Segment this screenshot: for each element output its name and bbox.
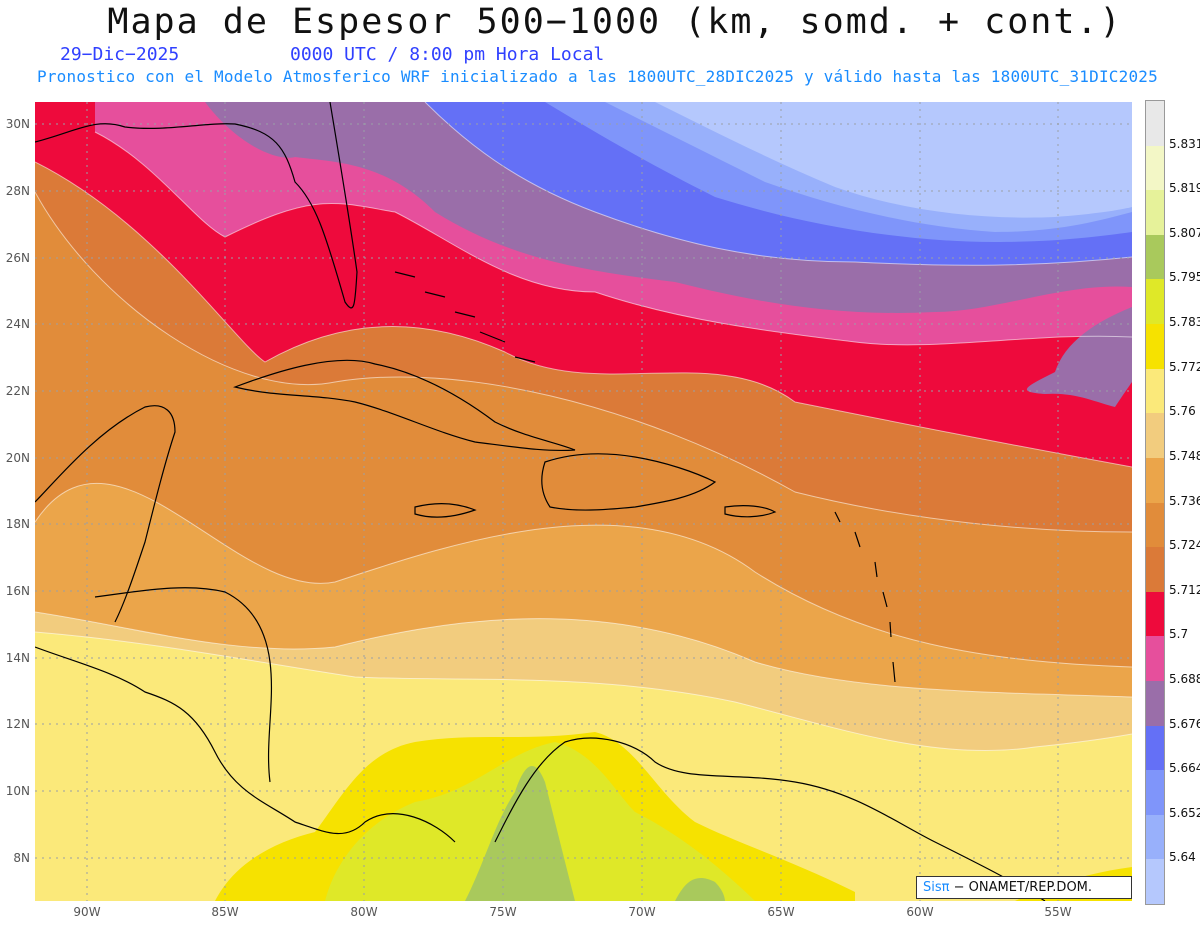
coast-cuba <box>232 359 576 452</box>
lon-label-60w: 60W <box>906 905 934 919</box>
colorbar-segment <box>1146 814 1164 860</box>
lat-label-20n: 20N <box>5 451 30 465</box>
band-blue-palest <box>655 102 1132 218</box>
colorbar-label: 5.724 <box>1169 538 1200 553</box>
colorbar-segment <box>1146 680 1164 727</box>
credit-box: Sisπ − ONAMET/REP.DOM. <box>916 876 1132 899</box>
colorbar-segment <box>1146 636 1164 682</box>
map-title: Mapa de Espesor 500−1000 (km, somd. + co… <box>107 2 1123 42</box>
colorbar-segment <box>1146 457 1164 503</box>
coast-south-america <box>494 737 1046 901</box>
band-green <box>465 765 575 901</box>
colorbar-segment <box>1146 859 1164 905</box>
lat-label-18n: 18N <box>5 517 30 531</box>
lon-label-65w: 65W <box>767 905 795 919</box>
colorbar-label: 5.712 <box>1169 582 1200 597</box>
time-label: 0000 UTC / 8:00 pm Hora Local <box>290 44 605 65</box>
colorbar-segment <box>1146 770 1164 816</box>
coast-puerto-rico <box>724 505 777 518</box>
coast-jamaica <box>414 503 477 518</box>
colorbar-label: 5.736 <box>1169 493 1200 508</box>
coast-central-america <box>35 646 456 843</box>
colorbar-label: 5.7 <box>1169 627 1189 642</box>
lon-label-70w: 70W <box>628 905 656 919</box>
colorbar-segment <box>1146 101 1164 147</box>
colorbar-segment <box>1146 324 1164 370</box>
colorbar-label: 5.676 <box>1169 716 1200 731</box>
lat-label-10n: 10N <box>5 784 30 798</box>
colorbar-segment <box>1146 145 1164 191</box>
coast-antilles <box>834 511 896 683</box>
lat-label-26n: 26N <box>5 251 30 265</box>
colorbar-segment <box>1146 279 1164 325</box>
colorbar-segment <box>1146 591 1164 637</box>
colorbar-label: 5.688 <box>1169 671 1200 686</box>
forecast-subtitle: Pronostico con el Modelo Atmosferico WRF… <box>37 67 1158 86</box>
colorbar-segment <box>1146 547 1164 593</box>
thickness-map <box>35 102 1132 901</box>
colorbar-label: 5.819 <box>1169 181 1200 196</box>
colorbar-label: 5.807 <box>1169 225 1200 240</box>
coast-honduras <box>94 587 273 783</box>
colorbar <box>1145 100 1165 905</box>
colorbar-segment <box>1146 190 1164 236</box>
colorbar-segment <box>1146 502 1164 548</box>
credit-text: − ONAMET/REP.DOM. <box>953 880 1093 895</box>
colorbar-segment <box>1146 413 1164 459</box>
lon-label-85w: 85W <box>211 905 239 919</box>
lon-label-80w: 80W <box>350 905 378 919</box>
lon-label-75w: 75W <box>489 905 517 919</box>
colorbar-label: 5.783 <box>1169 315 1200 330</box>
coast-bahamas <box>394 271 536 363</box>
band-green-2 <box>675 878 725 901</box>
lat-label-16n: 16N <box>5 584 30 598</box>
colorbar-segment <box>1146 368 1164 414</box>
lat-label-12n: 12N <box>5 717 30 731</box>
colorbar-label: 5.64 <box>1169 850 1196 865</box>
colorbar-label: 5.748 <box>1169 448 1200 463</box>
colorbar-segment <box>1146 234 1164 280</box>
colorbar-label: 5.772 <box>1169 359 1200 374</box>
lon-label-55w: 55W <box>1044 905 1072 919</box>
colorbar-segment <box>1146 725 1164 771</box>
lat-label-22n: 22N <box>5 384 30 398</box>
date-label: 29−Dic−2025 <box>60 44 180 65</box>
lat-label-24n: 24N <box>5 317 30 331</box>
lon-label-90w: 90W <box>73 905 101 919</box>
lat-label-14n: 14N <box>5 651 30 665</box>
colorbar-label: 5.76 <box>1169 404 1196 419</box>
coast-gulf-florida <box>35 102 358 309</box>
forecast-date: 29−Dic−2025 0000 UTC / 8:00 pm Hora Loca… <box>60 44 604 65</box>
lat-label-30n: 30N <box>5 117 30 131</box>
lat-label-8n: 8N <box>13 851 30 865</box>
coast-yucatan <box>35 405 176 623</box>
coast-hispaniola <box>541 453 717 511</box>
colorbar-label: 5.831 <box>1169 136 1200 151</box>
band-purple-inlet <box>1026 307 1132 407</box>
lat-label-28n: 28N <box>5 184 30 198</box>
colorbar-label: 5.652 <box>1169 805 1200 820</box>
colorbar-label: 5.795 <box>1169 270 1200 285</box>
credit-brand: Sisπ <box>923 880 950 895</box>
colorbar-label: 5.664 <box>1169 761 1200 776</box>
